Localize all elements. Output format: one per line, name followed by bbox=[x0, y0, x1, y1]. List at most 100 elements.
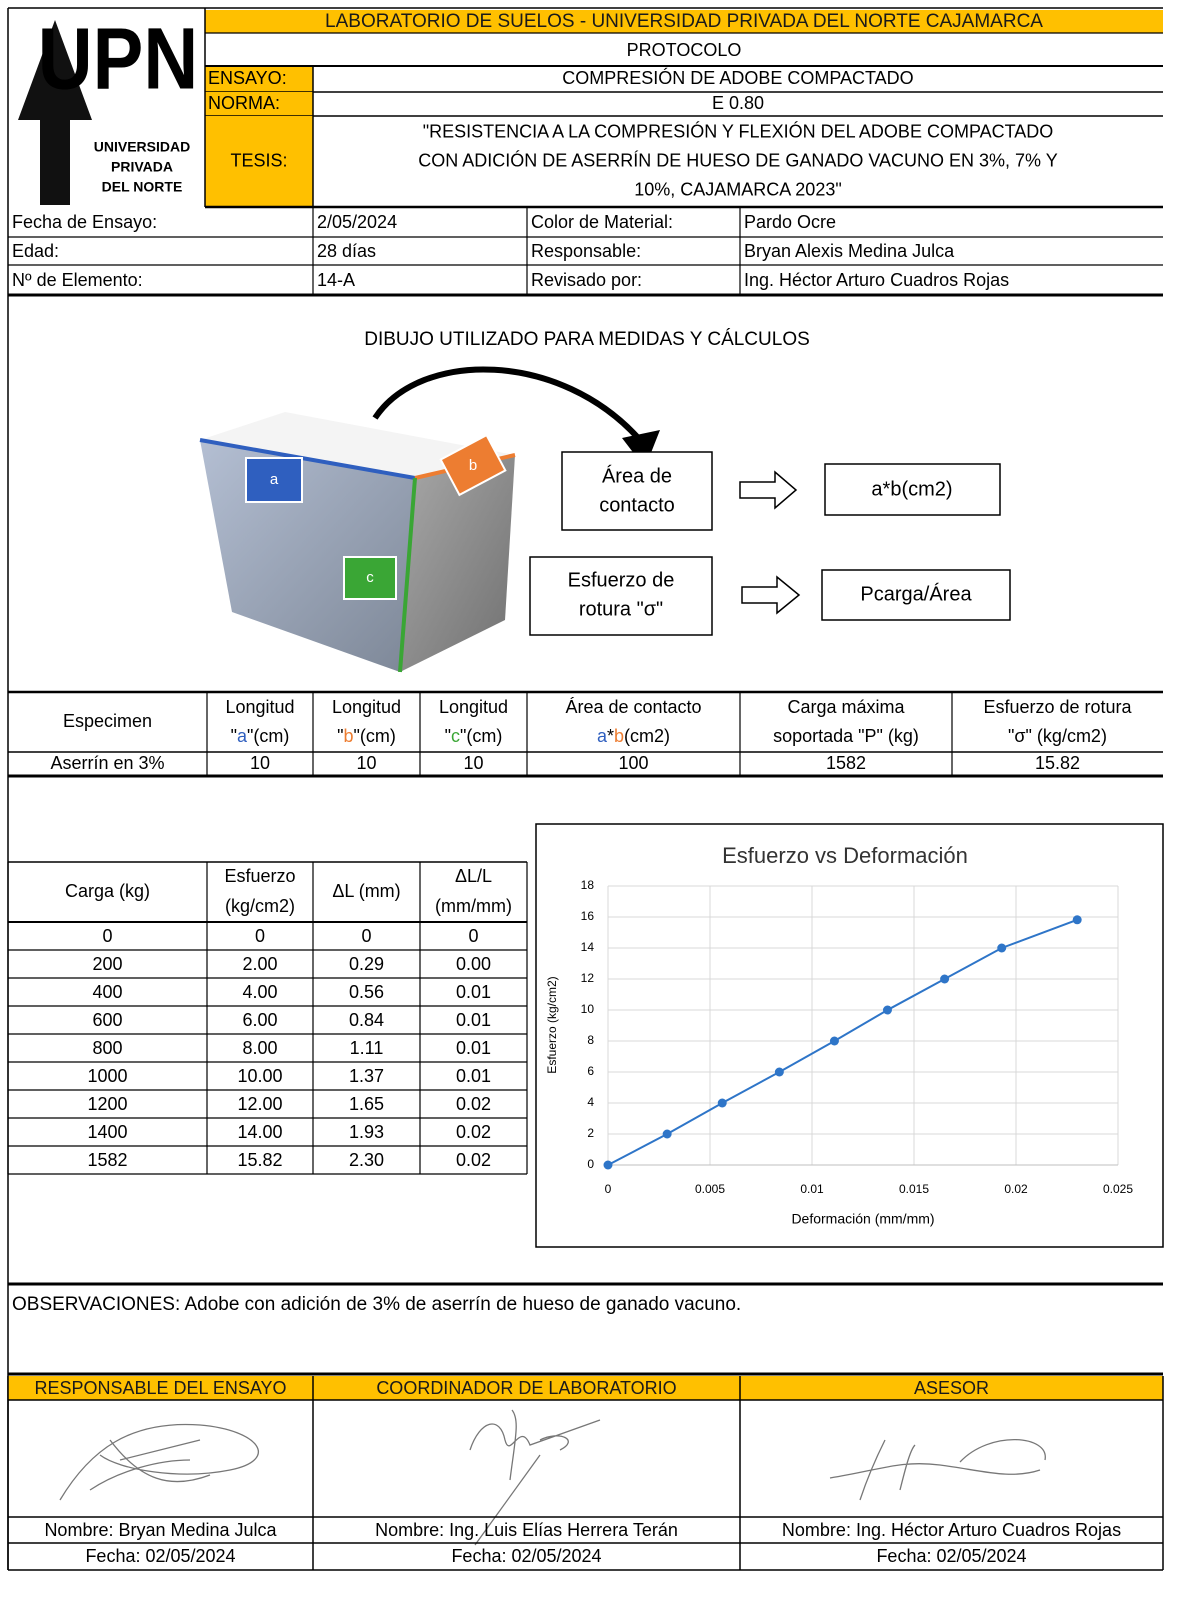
y-tick-label: 8 bbox=[587, 1033, 594, 1047]
info-text: Responsable: bbox=[531, 241, 641, 261]
logo-text: PRIVADA bbox=[111, 159, 173, 175]
data-point bbox=[882, 1005, 892, 1015]
signature bbox=[829, 1438, 1046, 1501]
signature-role: COORDINADOR DE LABORATORIO bbox=[376, 1378, 676, 1398]
y-tick-label: 2 bbox=[587, 1126, 594, 1140]
x-tick-label: 0.025 bbox=[1103, 1182, 1133, 1196]
text-part: "(cm) bbox=[354, 726, 396, 746]
y-axis-label: Esfuerzo (kg/cm2) bbox=[545, 976, 559, 1073]
chart-frame bbox=[535, 823, 1164, 1248]
y-tick-label: 6 bbox=[587, 1064, 594, 1078]
table-cell: 400 bbox=[92, 982, 122, 1002]
field-label-bg bbox=[205, 92, 313, 116]
cube-side bbox=[400, 455, 515, 672]
data-point bbox=[997, 943, 1007, 953]
stress-formula-box bbox=[821, 569, 1011, 621]
data-point bbox=[1072, 915, 1082, 925]
text-part: Carga máxima bbox=[787, 697, 905, 717]
header-text: "σ" (kg/cm2) bbox=[1008, 726, 1107, 746]
box-text: rotura "σ" bbox=[579, 598, 663, 620]
table-cell: 8.00 bbox=[242, 1038, 277, 1058]
info-text: Ing. Héctor Arturo Cuadros Rojas bbox=[744, 270, 1009, 290]
header-text: Especimen bbox=[63, 711, 152, 731]
info-text: Nº de Elemento: bbox=[12, 270, 143, 290]
header-text: Carga máxima bbox=[787, 697, 905, 717]
y-tick-label: 4 bbox=[587, 1095, 594, 1109]
area-box bbox=[561, 451, 713, 531]
summary-cell: 100 bbox=[618, 753, 648, 773]
field-value: COMPRESIÓN DE ADOBE COMPACTADO bbox=[562, 67, 913, 88]
signature bbox=[59, 1423, 259, 1501]
box-text: Esfuerzo de bbox=[568, 569, 675, 591]
face-label: a bbox=[270, 471, 279, 488]
table-cell: 0 bbox=[255, 926, 265, 946]
logo-text: UNIVERSIDAD bbox=[94, 139, 190, 155]
text-part: Especimen bbox=[63, 711, 152, 731]
field-label: NORMA: bbox=[208, 93, 280, 113]
text-part: Longitud bbox=[439, 697, 508, 717]
info-text: Pardo Ocre bbox=[744, 212, 836, 232]
lab-title: LABORATORIO DE SUELOS - UNIVERSIDAD PRIV… bbox=[325, 11, 1043, 32]
field-value: "RESISTENCIA A LA COMPRESIÓN Y FLEXIÓN D… bbox=[423, 120, 1054, 141]
logo-text: DEL NORTE bbox=[102, 179, 183, 195]
table-cell: 0.01 bbox=[456, 1066, 491, 1086]
info-text: Fecha de Ensayo: bbox=[12, 212, 157, 232]
text-part: " bbox=[445, 726, 451, 746]
header-text: Área de contacto bbox=[565, 697, 701, 717]
header-text: "b"(cm) bbox=[337, 726, 396, 746]
logo bbox=[18, 20, 92, 205]
x-tick-label: 0.01 bbox=[800, 1182, 824, 1196]
data-point bbox=[662, 1129, 672, 1139]
table-cell: 1582 bbox=[87, 1150, 127, 1170]
signature-role: RESPONSABLE DEL ENSAYO bbox=[34, 1378, 286, 1398]
field-value: 10%, CAJAMARCA 2023" bbox=[634, 179, 841, 199]
header-text: soportada "P" (kg) bbox=[773, 726, 919, 746]
table-header: (mm/mm) bbox=[435, 896, 512, 916]
info-text: Bryan Alexis Medina Julca bbox=[744, 241, 955, 261]
info-text: 28 días bbox=[317, 241, 376, 261]
hollow-arrow bbox=[739, 470, 798, 510]
y-tick-label: 14 bbox=[581, 940, 595, 954]
header-text: Longitud bbox=[225, 697, 294, 717]
table-cell: 4.00 bbox=[242, 982, 277, 1002]
summary-cell: Aserrín en 3% bbox=[50, 753, 164, 773]
table-cell: 1.11 bbox=[350, 1038, 384, 1058]
header-text: "c"(cm) bbox=[445, 726, 503, 746]
table-cell: 0 bbox=[468, 926, 478, 946]
observations: OBSERVACIONES: Adobe con adición de 3% d… bbox=[12, 1294, 741, 1315]
info-text: 14-A bbox=[317, 270, 355, 290]
table-cell: 2.30 bbox=[349, 1150, 384, 1170]
field-label-bg bbox=[205, 116, 313, 207]
signature-name: Nombre: Ing. Luis Elías Herrera Terán bbox=[375, 1520, 678, 1540]
table-cell: 0.01 bbox=[456, 982, 491, 1002]
summary-cell: 1582 bbox=[826, 753, 866, 773]
signatures bbox=[59, 1409, 1046, 1546]
header-text: Longitud bbox=[332, 697, 401, 717]
protocol-title: PROTOCOLO bbox=[627, 40, 742, 60]
table-cell: 10.00 bbox=[237, 1066, 282, 1086]
y-tick-label: 16 bbox=[581, 909, 595, 923]
face-label: b bbox=[469, 457, 477, 474]
summary-cell: 10 bbox=[250, 753, 270, 773]
table-cell: 0.56 bbox=[349, 982, 384, 1002]
formula-text: a*b(cm2) bbox=[871, 478, 952, 500]
table-header: Carga (kg) bbox=[65, 881, 150, 901]
summary-cell: 15.82 bbox=[1035, 753, 1080, 773]
face-a-marker bbox=[245, 457, 303, 503]
table-cell: 1200 bbox=[87, 1094, 127, 1114]
info-text: Edad: bbox=[12, 241, 59, 261]
table-cell: 0.00 bbox=[456, 954, 491, 974]
table-cell: 200 bbox=[92, 954, 122, 974]
table-cell: 0 bbox=[102, 926, 112, 946]
rotation-arrow bbox=[372, 366, 643, 442]
logo-arrow bbox=[18, 20, 92, 205]
field-label: ENSAYO: bbox=[208, 68, 287, 88]
text-part: soportada "P" (kg) bbox=[773, 726, 919, 746]
text-part: " bbox=[337, 726, 343, 746]
info-text: Revisado por: bbox=[531, 270, 642, 290]
cube-top bbox=[200, 412, 515, 478]
drawing-title: DIBUJO UTILIZADO PARA MEDIDAS Y CÁLCULOS bbox=[364, 329, 810, 350]
table-header: Esfuerzo bbox=[224, 866, 295, 886]
table-header: (kg/cm2) bbox=[225, 896, 295, 916]
